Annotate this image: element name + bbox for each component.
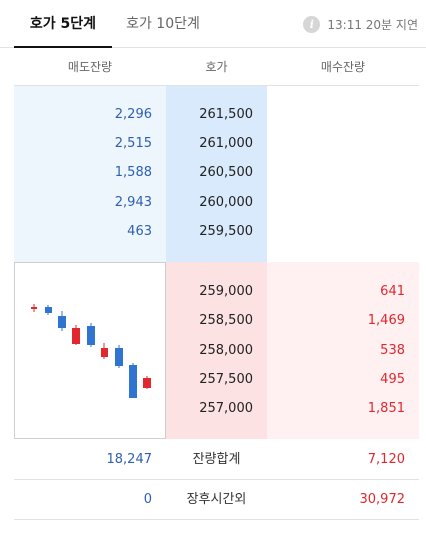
column-ask-qty: 매도잔량 — [67, 60, 113, 74]
candle-5 — [87, 323, 95, 347]
bid-qty-3: 538 — [380, 343, 405, 358]
total-bid-qty: 7,120 — [367, 452, 405, 467]
column-price: 호가 — [205, 60, 228, 74]
candle-7 — [115, 345, 123, 368]
totals-label: 잔량합계 — [192, 452, 241, 467]
delay-notice: i 13:11 20분 지연 — [303, 0, 418, 48]
ask-qty-area — [14, 86, 166, 262]
candle-4 — [72, 325, 80, 345]
totals-row: 18,247 잔량합계 7,120 — [14, 440, 419, 480]
ask-price-5[interactable]: 259,500 — [199, 224, 253, 239]
info-icon[interactable]: i — [303, 15, 321, 33]
orderbook-tabs: 호가 5단계 호가 10단계 i 13:11 20분 지연 — [0, 0, 426, 48]
ask-price-area — [166, 86, 267, 262]
ask-qty-2: 2,515 — [114, 136, 152, 151]
total-ask-qty: 18,247 — [106, 452, 153, 467]
after-hours-bid-qty: 30,972 — [359, 492, 406, 507]
after-hours-row: 0 장후시간외 30,972 — [14, 480, 419, 520]
ask-qty-4: 2,943 — [114, 195, 152, 210]
after-hours-ask-qty: 0 — [143, 492, 152, 507]
bid-qty-area — [267, 262, 419, 439]
ask-price-2[interactable]: 261,000 — [199, 136, 253, 151]
candle-1 — [31, 304, 37, 312]
bid-price-4[interactable]: 257,500 — [199, 372, 253, 387]
bid-qty-5: 1,851 — [367, 401, 405, 416]
bid-qty-1: 641 — [380, 284, 405, 299]
ask-price-4[interactable]: 260,000 — [199, 195, 253, 210]
tab-10-level[interactable]: 호가 10단계 — [126, 16, 200, 32]
ask-qty-5: 463 — [127, 224, 152, 239]
ask-price-3[interactable]: 260,500 — [199, 165, 253, 180]
bid-price-2[interactable]: 258,500 — [199, 313, 253, 328]
candle-6 — [101, 343, 108, 359]
after-hours-label: 장후시간외 — [186, 492, 247, 507]
ask-qty-3: 1,588 — [114, 165, 152, 180]
bid-price-1[interactable]: 259,000 — [199, 284, 253, 299]
candle-9 — [143, 376, 151, 389]
ask-qty-1: 2,296 — [114, 107, 152, 122]
bid-price-area — [166, 262, 267, 439]
column-bid-qty: 매수잔량 — [320, 60, 366, 74]
candle-chart-svg — [31, 304, 151, 398]
tab-5-level[interactable]: 호가 5단계 — [14, 0, 112, 48]
candle-2 — [45, 305, 52, 315]
candle-3 — [58, 311, 66, 331]
ask-price-1[interactable]: 261,500 — [199, 107, 253, 122]
orderbook-header: 매도잔량 호가 매수잔량 — [14, 48, 419, 86]
bid-price-3[interactable]: 258,000 — [199, 343, 253, 358]
mini-candle-chart — [14, 262, 166, 439]
candle-8 — [129, 363, 137, 398]
bid-qty-4: 495 — [380, 372, 405, 387]
bid-qty-2: 1,469 — [367, 313, 405, 328]
bid-price-5[interactable]: 257,000 — [199, 401, 253, 416]
delay-text: 13:11 20분 지연 — [327, 17, 418, 32]
